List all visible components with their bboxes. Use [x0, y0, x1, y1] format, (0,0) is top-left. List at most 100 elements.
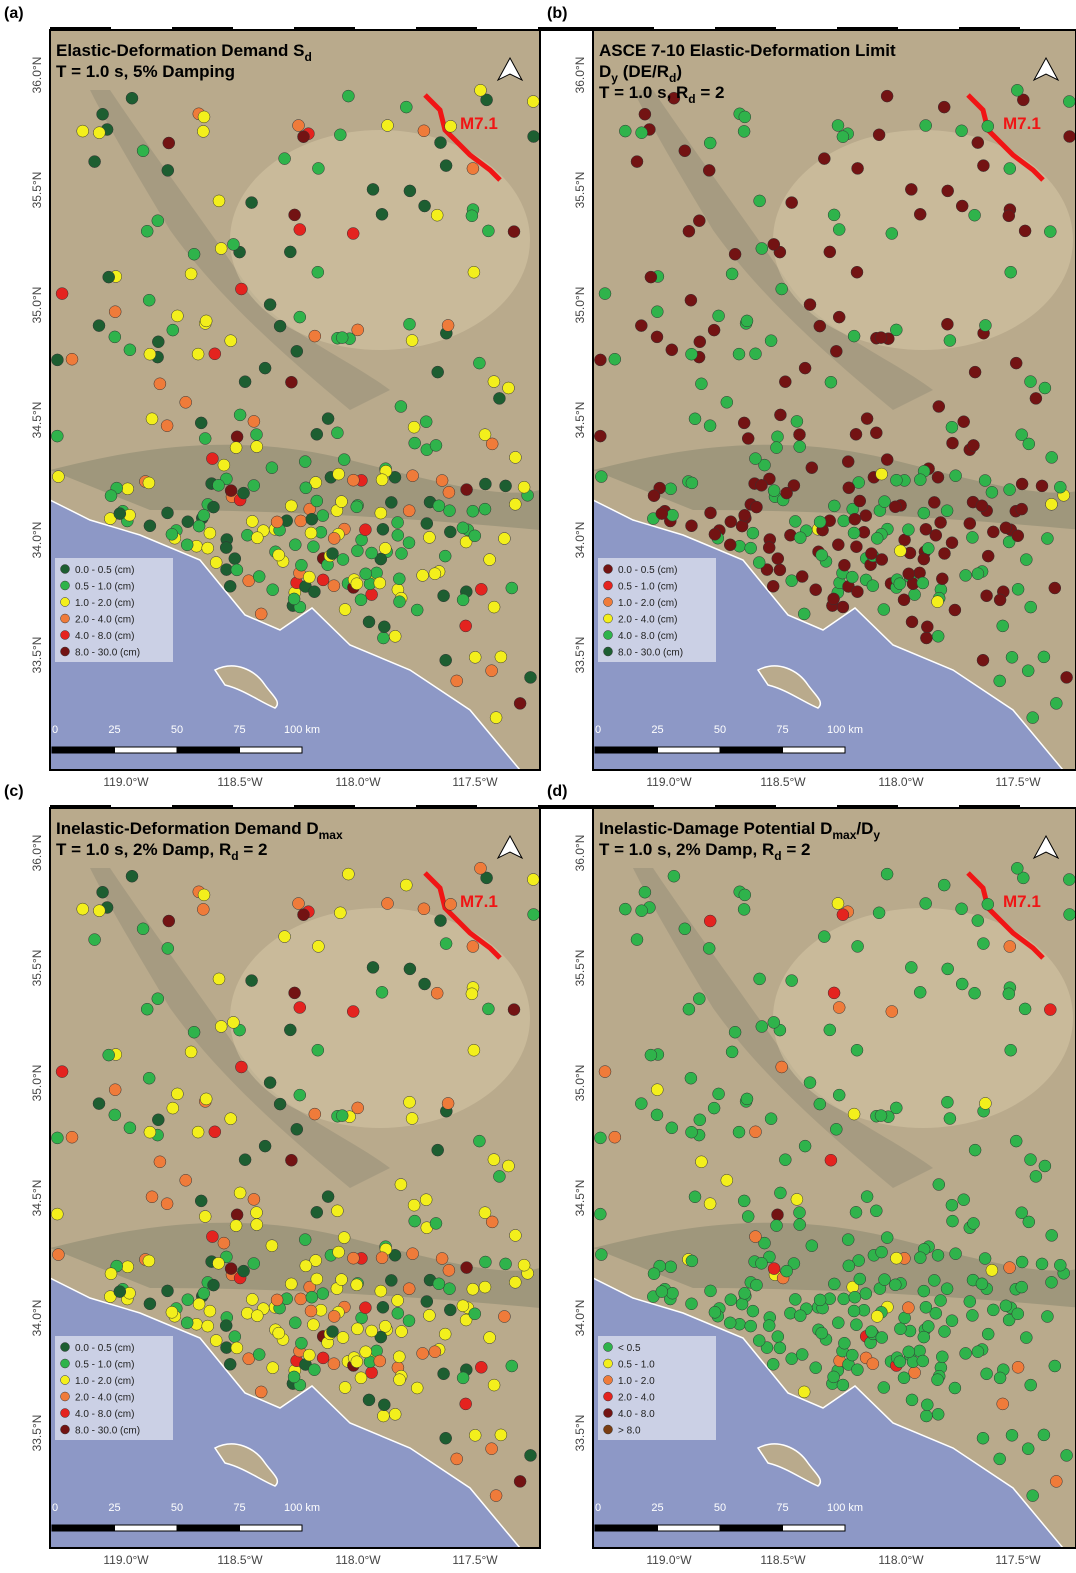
station-dot — [215, 243, 227, 255]
station-dot — [878, 604, 890, 616]
station-dot — [486, 1443, 498, 1455]
station-dot — [1025, 601, 1037, 613]
station-dot — [686, 348, 698, 360]
station-dot — [103, 271, 115, 283]
station-dot — [317, 574, 329, 586]
station-dot — [239, 376, 251, 388]
station-dot — [376, 986, 388, 998]
station-dot — [52, 471, 64, 483]
station-dot — [285, 500, 297, 512]
station-dot — [837, 601, 849, 613]
station-dot — [231, 564, 243, 576]
station-dot — [467, 163, 479, 175]
station-dot — [213, 195, 225, 207]
station-dot — [230, 442, 242, 454]
station-dot — [771, 442, 783, 454]
station-dot — [750, 348, 762, 360]
station-dot — [806, 462, 818, 474]
station-dot — [843, 482, 855, 494]
legend-dot — [604, 1409, 613, 1418]
station-dot — [162, 164, 174, 176]
station-dot — [224, 1358, 236, 1370]
station-dot — [960, 1347, 972, 1359]
station-dot — [619, 903, 631, 915]
station-dot — [460, 620, 472, 632]
station-dot — [143, 1255, 155, 1267]
station-dot — [818, 931, 830, 943]
station-dot — [141, 225, 153, 237]
station-dot — [490, 1490, 502, 1502]
station-dot — [528, 909, 540, 921]
station-dot — [889, 1279, 901, 1291]
legend-dot — [61, 1425, 70, 1434]
station-dot — [1012, 530, 1024, 542]
station-dot — [713, 310, 725, 322]
station-dot — [295, 559, 307, 571]
station-dot — [162, 942, 174, 954]
frame-tick — [593, 805, 654, 809]
station-dot — [794, 1310, 806, 1322]
station-dot — [311, 1206, 323, 1218]
station-dot — [765, 1113, 777, 1125]
station-dot — [796, 571, 808, 583]
station-dot — [294, 311, 306, 323]
map-panel: M7.1Inelastic-Damage Potential Dmax/DyT … — [593, 805, 1076, 1548]
station-dot — [294, 1089, 306, 1101]
lat-tick-label: 35.0°N — [573, 287, 587, 324]
legend-label: < 0.5 — [618, 1343, 641, 1354]
station-dot — [645, 271, 657, 283]
station-dot — [749, 1231, 761, 1243]
station-dot — [382, 898, 394, 910]
station-dot — [938, 879, 950, 891]
lat-tick-label: 35.5°N — [573, 950, 587, 987]
station-dot — [1023, 438, 1035, 450]
station-dot — [751, 1279, 763, 1291]
frame-tick — [715, 27, 776, 31]
station-dot — [881, 454, 893, 466]
station-dot — [850, 541, 862, 553]
station-dot — [152, 215, 164, 227]
station-dot — [199, 1211, 211, 1223]
station-dot — [306, 1291, 318, 1303]
station-dot — [898, 1372, 910, 1384]
legend-label: 0.0 - 0.5 (cm) — [75, 565, 134, 576]
station-dot — [163, 915, 175, 927]
lat-tick-label: 35.5°N — [573, 172, 587, 209]
station-dot — [331, 1205, 343, 1217]
station-dot — [708, 1102, 720, 1114]
scale-label: 100 km — [284, 1502, 320, 1514]
station-dot — [234, 1187, 246, 1199]
station-dot — [838, 559, 850, 571]
lat-tick-label: 36.0°N — [30, 57, 44, 94]
station-dot — [1023, 1216, 1035, 1228]
station-dot — [181, 539, 193, 551]
lat-tick-label: 36.0°N — [30, 835, 44, 872]
lon-tick-label: 118.0°W — [878, 1553, 924, 1567]
station-dot — [903, 1346, 915, 1358]
station-dot — [920, 1410, 932, 1422]
station-dot — [154, 1156, 166, 1168]
station-dot — [224, 580, 236, 592]
station-dot — [311, 495, 323, 507]
station-dot — [486, 665, 498, 677]
station-dot — [253, 571, 265, 583]
station-dot — [852, 162, 864, 174]
station-dot — [251, 1219, 263, 1231]
title-segment: Inelastic-Deformation Demand D — [56, 819, 319, 838]
station-dot — [1030, 392, 1042, 404]
station-dot — [460, 1398, 472, 1410]
station-dot — [976, 500, 988, 512]
station-dot — [609, 1131, 621, 1143]
station-dot — [105, 490, 117, 502]
desert — [230, 130, 530, 350]
station-dot — [981, 1368, 993, 1380]
scale-label: 25 — [651, 1502, 663, 1514]
station-dot — [982, 1328, 994, 1340]
scale-bar — [783, 747, 846, 753]
station-dot — [378, 1399, 390, 1411]
scale-bar — [240, 1525, 303, 1531]
station-dot — [109, 331, 121, 343]
station-dot — [947, 1215, 959, 1227]
station-dot — [146, 413, 158, 425]
station-dot — [747, 1305, 759, 1317]
